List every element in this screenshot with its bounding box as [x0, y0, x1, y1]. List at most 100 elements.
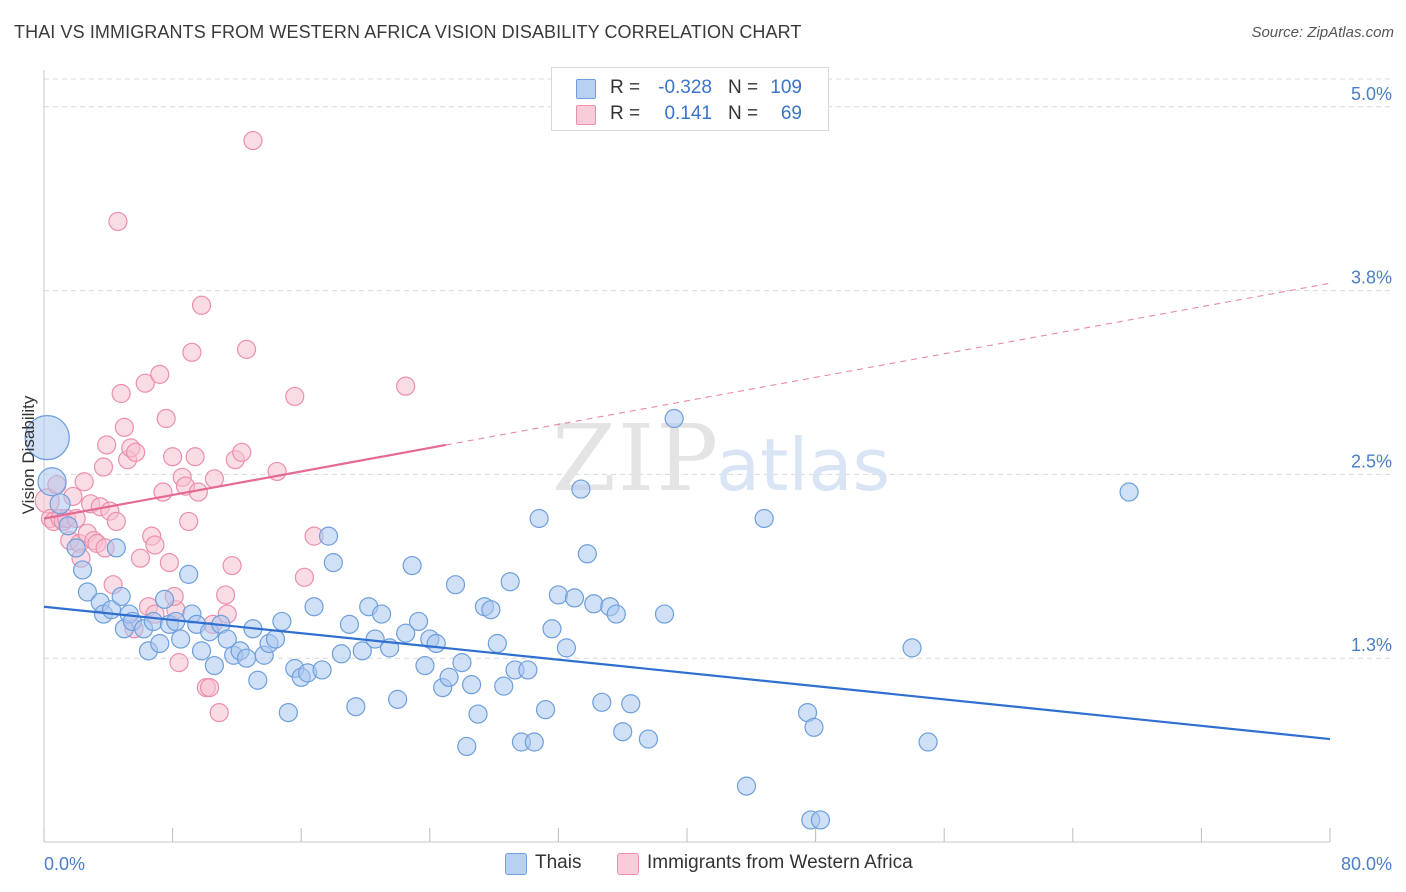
- zipatlas-watermark: ZIP atlas: [552, 405, 890, 512]
- data-point-thais: [312, 660, 332, 680]
- data-point-western-africa: [232, 442, 252, 462]
- data-point-western-africa: [108, 211, 128, 232]
- data-point-thais: [1119, 482, 1139, 502]
- data-point-thais: [468, 704, 488, 724]
- data-point-western-africa: [169, 653, 189, 673]
- data-point-thais: [542, 619, 562, 639]
- trend-line-western-africa: [43, 443, 447, 520]
- data-point-thais: [584, 594, 604, 614]
- data-point-thais: [278, 702, 298, 723]
- data-point-western-africa: [111, 383, 131, 404]
- data-point-western-africa: [126, 442, 146, 462]
- data-point-thais: [524, 732, 544, 752]
- data-point-thais: [72, 560, 93, 580]
- data-point-thais: [154, 589, 175, 609]
- legend-swatch-western-africa: [617, 853, 639, 875]
- data-point-thais: [461, 675, 482, 695]
- data-point-western-africa: [191, 295, 212, 315]
- legend-n-label: N =: [728, 103, 759, 124]
- data-point-thais: [606, 604, 626, 624]
- trend-extension-western-africa: [445, 282, 1331, 446]
- data-point-thais: [426, 633, 446, 654]
- data-point-thais: [402, 555, 422, 576]
- data-point-western-africa: [150, 364, 170, 384]
- data-point-thais: [654, 604, 675, 624]
- data-point-thais: [388, 689, 408, 709]
- data-point-thais: [248, 670, 268, 690]
- data-point-thais: [500, 572, 520, 592]
- data-point-thais: [621, 694, 641, 714]
- data-point-thais: [408, 611, 429, 632]
- legend-r-label: R =: [610, 77, 641, 98]
- data-point-thais: [352, 641, 372, 661]
- trend-lines: [43, 282, 1331, 741]
- data-point-thais: [592, 692, 612, 712]
- data-point-western-africa: [209, 702, 229, 723]
- data-point-western-africa: [135, 373, 155, 393]
- data-point-thais: [754, 508, 774, 529]
- legend-r-value: -0.328: [658, 77, 712, 98]
- watermark-atlas: atlas: [716, 423, 890, 507]
- data-point-western-africa: [97, 435, 117, 455]
- data-point-thais: [49, 493, 71, 515]
- data-point-thais: [445, 575, 466, 595]
- data-point-western-africa: [163, 447, 183, 467]
- legend-n-value: 69: [780, 103, 802, 124]
- data-point-thais: [171, 629, 191, 649]
- data-point-thais: [179, 564, 199, 584]
- legend-row-thais: R = -0.328 N = 109: [552, 76, 828, 102]
- data-point-thais: [918, 732, 938, 752]
- data-point-thais: [439, 667, 459, 687]
- data-point-thais: [371, 604, 392, 624]
- data-point-thais: [304, 597, 324, 617]
- data-point-western-africa: [236, 339, 257, 359]
- data-point-thais: [577, 544, 597, 564]
- data-point-thais: [339, 614, 360, 634]
- legend-n-label: N =: [728, 77, 759, 98]
- data-point-western-africa: [185, 447, 205, 467]
- data-point-thais: [548, 585, 569, 605]
- data-point-thais: [77, 582, 98, 602]
- chart-title: THAI VS IMMIGRANTS FROM WESTERN AFRICA V…: [14, 22, 802, 42]
- source-credit[interactable]: Source: ZipAtlas.com: [1251, 24, 1394, 41]
- data-point-thais: [331, 644, 351, 664]
- series-legend: Thais Immigrants from Western Africa: [0, 851, 1406, 879]
- data-point-western-africa: [106, 511, 126, 532]
- data-point-thais: [346, 697, 366, 717]
- data-point-western-africa: [285, 386, 305, 407]
- y-tick-label: 2.5%: [1351, 451, 1392, 471]
- data-point-western-africa: [156, 408, 176, 429]
- data-point-thais: [58, 516, 78, 536]
- trend-line-thais: [43, 605, 1331, 741]
- data-point-western-africa: [222, 555, 242, 576]
- data-point-thais: [571, 479, 591, 499]
- data-point-western-africa: [216, 585, 236, 605]
- data-point-thais: [323, 553, 343, 573]
- grid-lines: [44, 78, 1392, 659]
- data-point-thais: [529, 508, 549, 529]
- data-point-thais: [494, 676, 514, 696]
- data-point-thais: [191, 641, 212, 661]
- data-point-western-africa: [114, 417, 134, 437]
- data-point-western-africa: [179, 511, 199, 532]
- legend-swatch-blue: [576, 79, 596, 99]
- data-point-western-africa: [93, 457, 114, 477]
- data-point-thais: [66, 538, 86, 558]
- y-tick-label: 5.0%: [1351, 84, 1392, 104]
- data-point-thais: [272, 611, 292, 632]
- data-point-western-africa: [199, 677, 220, 698]
- legend-r-label: R =: [610, 103, 641, 124]
- data-point-western-africa: [159, 553, 179, 573]
- data-point-western-africa: [130, 548, 151, 568]
- data-point-thais: [236, 648, 257, 668]
- data-point-thais: [487, 633, 507, 654]
- data-point-thais: [452, 653, 472, 673]
- y-tick-label: 1.3%: [1351, 635, 1392, 655]
- data-points: [24, 130, 1139, 830]
- data-point-thais: [564, 588, 585, 608]
- data-point-thais: [457, 736, 477, 757]
- data-point-western-africa: [243, 130, 263, 151]
- y-axis-title: Vision Disability: [19, 395, 38, 514]
- legend-swatch-thais: [505, 853, 527, 875]
- data-point-thais: [265, 629, 286, 649]
